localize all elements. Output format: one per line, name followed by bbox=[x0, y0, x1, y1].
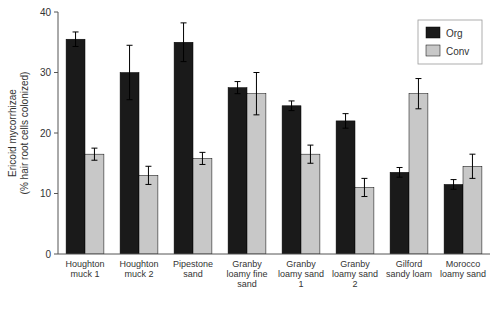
text-line: sand bbox=[183, 269, 203, 279]
bar bbox=[409, 94, 428, 254]
error-bar bbox=[289, 101, 295, 111]
text-line: loamy sand bbox=[278, 269, 324, 279]
text-line: sandy loam bbox=[386, 269, 432, 279]
y-tick bbox=[54, 72, 58, 73]
error-bar bbox=[415, 79, 421, 109]
error-bar bbox=[181, 23, 187, 62]
x-tick-label: Granbyloamy finesand bbox=[226, 259, 267, 289]
bar bbox=[174, 42, 193, 254]
text-line: muck 2 bbox=[124, 269, 153, 279]
text-line: Granby bbox=[286, 259, 316, 269]
bar bbox=[336, 121, 355, 254]
y-tick bbox=[54, 133, 58, 134]
y-tick bbox=[54, 254, 58, 255]
text-line: 2 bbox=[352, 279, 357, 289]
chart-svg: 0 10 20 30 40 Ericoid mycorrhizae(% hair root… bbox=[0, 0, 500, 316]
text-line: Pipestone bbox=[173, 259, 213, 269]
error-bar bbox=[361, 178, 367, 196]
x-tick-label: Granbyloamy sand1 bbox=[278, 259, 324, 289]
text-line: Gilford bbox=[396, 259, 423, 269]
bar bbox=[444, 184, 463, 254]
chart-container: 0 10 20 30 40 Ericoid mycorrhizae(% hair root… bbox=[0, 0, 500, 316]
legend-box bbox=[418, 20, 482, 64]
legend-swatch bbox=[426, 45, 440, 56]
text-line: sand bbox=[237, 279, 257, 289]
legend-label: Org bbox=[446, 28, 463, 39]
legend: Org Conv bbox=[418, 20, 482, 64]
y-tick-label: 0 bbox=[45, 249, 51, 260]
error-bar bbox=[397, 167, 403, 177]
bar bbox=[139, 175, 158, 254]
text-line: Houghton bbox=[119, 259, 158, 269]
error-bar bbox=[307, 145, 313, 163]
error-bar bbox=[235, 82, 241, 94]
x-tick-label: Pipestonesand bbox=[173, 259, 213, 279]
y-tick bbox=[54, 12, 58, 13]
text-line: loamy sand bbox=[440, 269, 486, 279]
text-line: Granby bbox=[340, 259, 370, 269]
bar bbox=[301, 154, 320, 254]
error-bar bbox=[199, 152, 205, 164]
error-bar bbox=[127, 45, 133, 99]
bar bbox=[463, 166, 482, 254]
x-tick-label: Gilfordsandy loam bbox=[386, 259, 432, 279]
y-tick bbox=[54, 193, 58, 194]
legend-label: Conv bbox=[446, 46, 469, 57]
x-tick-label: Granbyloamy sand2 bbox=[332, 259, 378, 289]
error-bar bbox=[451, 180, 457, 190]
text-line: Ericoid mycorrhizae bbox=[7, 89, 18, 177]
y-tick-label: 30 bbox=[40, 67, 52, 78]
bar bbox=[282, 106, 301, 254]
x-tick-label: Houghtonmuck 2 bbox=[119, 259, 158, 279]
text-line: loamy sand bbox=[332, 269, 378, 279]
bar bbox=[390, 172, 409, 254]
y-axis-label: Ericoid mycorrhizae(% hair root cells co… bbox=[7, 72, 30, 195]
text-line: muck 1 bbox=[70, 269, 99, 279]
legend-swatch bbox=[426, 27, 440, 38]
bar bbox=[193, 158, 212, 254]
x-tick-label: Houghtonmuck 1 bbox=[65, 259, 104, 279]
text-line: (% hair root cells colonized) bbox=[19, 72, 30, 195]
x-tick-label: Moroccoloamy sand bbox=[440, 259, 486, 279]
error-bar bbox=[73, 32, 79, 47]
error-bar bbox=[91, 148, 97, 160]
y-axis-line bbox=[58, 12, 59, 254]
bar bbox=[355, 187, 374, 254]
y-tick-label: 40 bbox=[40, 7, 52, 18]
bar bbox=[228, 88, 247, 254]
text-line: Morocco bbox=[446, 259, 481, 269]
error-bar bbox=[469, 154, 475, 178]
bar bbox=[66, 39, 85, 254]
text-line: 1 bbox=[298, 279, 303, 289]
text-line: loamy fine bbox=[226, 269, 267, 279]
bar bbox=[247, 94, 266, 254]
y-tick-label: 10 bbox=[40, 188, 52, 199]
text-line: Granby bbox=[232, 259, 262, 269]
error-bar bbox=[253, 73, 259, 115]
x-axis-line bbox=[58, 254, 490, 255]
y-tick-label: 20 bbox=[40, 128, 52, 139]
error-bar bbox=[343, 114, 349, 129]
text-line: Houghton bbox=[65, 259, 104, 269]
error-bar bbox=[145, 166, 151, 184]
bar bbox=[85, 154, 104, 254]
